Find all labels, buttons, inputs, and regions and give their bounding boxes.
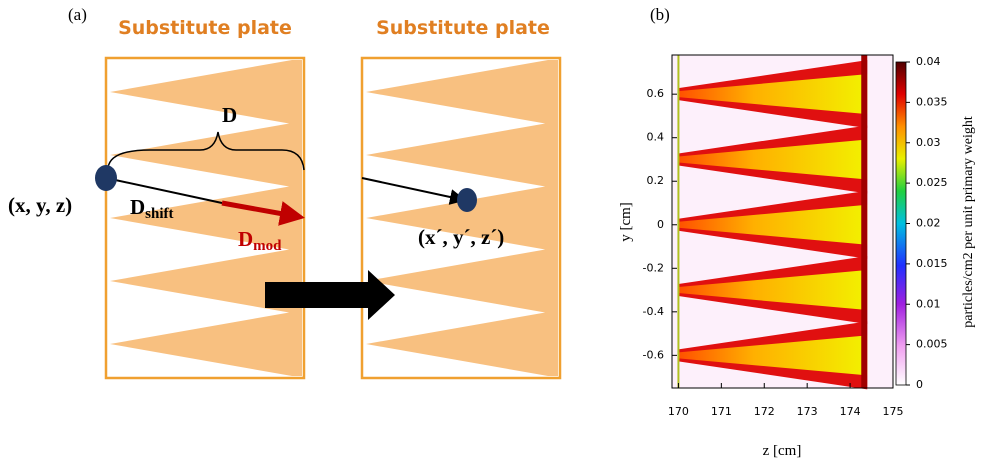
- end-point: (x´, y´, z´): [418, 225, 504, 249]
- label-main: D: [130, 195, 145, 219]
- point: [457, 188, 477, 212]
- colorbar-tick-label: 0.04: [916, 55, 941, 68]
- start-point: (x, y, z): [8, 193, 72, 217]
- colorbar-label: particles/cm2 per unit primary weight: [961, 116, 976, 328]
- y-tick-label: 0.2: [647, 174, 665, 187]
- y-tick-label: 0.6: [647, 87, 665, 100]
- panel-b: (b) 170 171 172 173 174 175 -0.6 -0.4 -0.2 0 0.2 0.…: [618, 5, 976, 459]
- colorbar-tick-label: 0.035: [916, 95, 948, 108]
- x-tick-label: 171: [711, 405, 732, 418]
- colorbar-tick-label: 0.015: [916, 257, 948, 270]
- y-tick-label: -0.6: [643, 348, 664, 361]
- label-main: D: [238, 227, 253, 251]
- colorbar: [896, 62, 906, 385]
- colorbar-tick-label: 0.03: [916, 136, 941, 149]
- label-sub: shift: [145, 206, 173, 222]
- panel-label: (b): [650, 5, 670, 24]
- point: [95, 165, 117, 191]
- heat-edge: [861, 55, 867, 388]
- figure: (a) Substitute plate Substitute plate D …: [0, 0, 983, 466]
- y-tick-label: 0.4: [647, 131, 665, 144]
- tooth-base: [548, 60, 558, 376]
- x-tick-label: 172: [754, 405, 775, 418]
- distance-label: D: [222, 103, 237, 127]
- colorbar-tick-label: 0.02: [916, 217, 941, 230]
- y-tick-label: -0.2: [643, 261, 664, 274]
- x-axis-label: z [cm]: [763, 443, 802, 459]
- plate-title: Substitute plate: [376, 17, 550, 39]
- y-tick-label: 0: [657, 218, 664, 231]
- y-axis-label: y [cm]: [618, 202, 634, 242]
- x-tick-label: 175: [883, 405, 904, 418]
- plate-title: Substitute plate: [118, 17, 292, 39]
- panel-label: (a): [68, 5, 87, 24]
- y-tick-label: -0.4: [643, 305, 664, 318]
- x-tick-label: 173: [797, 405, 818, 418]
- colorbar-tick-label: 0: [916, 378, 923, 391]
- panel-a: (a) Substitute plate Substitute plate D …: [8, 5, 560, 378]
- colorbar-tick-label: 0.025: [916, 176, 948, 189]
- x-tick-label: 174: [840, 405, 861, 418]
- colorbar-tick-label: 0.005: [916, 338, 948, 351]
- colorbar-tick-label: 0.01: [916, 297, 941, 310]
- label-sub: mod: [253, 238, 282, 254]
- x-tick-label: 170: [668, 405, 689, 418]
